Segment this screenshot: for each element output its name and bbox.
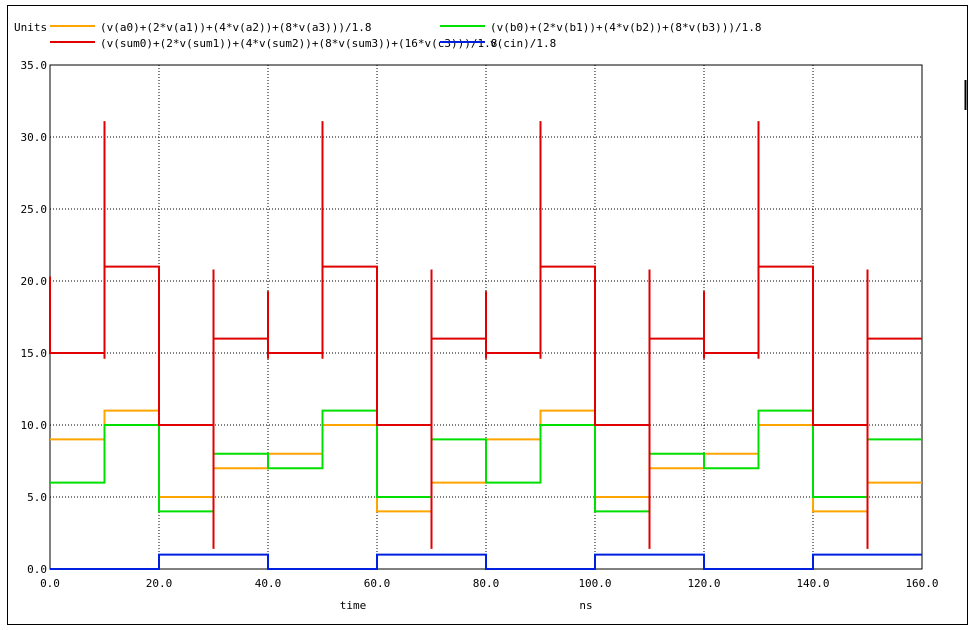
legend: Units (v(a0)+(2*v(a1))+(4*v(a2))+(8*v(a3… <box>14 21 762 50</box>
series-lines <box>49 121 922 570</box>
y-tick-label: 5.0 <box>27 491 47 504</box>
outer-frame <box>7 5 968 625</box>
legend-label-a: (v(a0)+(2*v(a1))+(4*v(a2))+(8*v(a3)))/1.… <box>100 21 372 34</box>
x-tick-label: 120.0 <box>687 577 720 590</box>
series-line-cin <box>50 553 922 570</box>
legend-label-cin: v(cin)/1.8 <box>490 37 556 50</box>
x-tick-label: 140.0 <box>796 577 829 590</box>
x-tick-label: 60.0 <box>364 577 391 590</box>
x-unit-label: ns <box>579 599 592 612</box>
legend-label-b: (v(b0)+(2*v(b1))+(4*v(b2))+(8*v(b3)))/1.… <box>490 21 762 34</box>
y-tick-label: 0.0 <box>27 563 47 576</box>
x-axis-label: time <box>340 599 367 612</box>
x-axis: 0.0 20.0 40.0 60.0 80.0 100.0 120.0 140.0 160.0 <box>40 577 939 590</box>
x-tick-label: 20.0 <box>146 577 173 590</box>
x-tick-label: 160.0 <box>905 577 938 590</box>
y-tick-label: 35.0 <box>21 59 48 72</box>
y-tick-label: 25.0 <box>21 203 48 216</box>
series-line-sum <box>49 121 922 549</box>
x-tick-label: 40.0 <box>255 577 282 590</box>
y-tick-label: 20.0 <box>21 275 48 288</box>
y-tick-label: 15.0 <box>21 347 48 360</box>
y-tick-label: 10.0 <box>21 419 48 432</box>
x-tick-label: 80.0 <box>473 577 500 590</box>
y-tick-label: 30.0 <box>21 131 48 144</box>
y-axis: 0.0 5.0 10.0 15.0 20.0 25.0 30.0 35.0 <box>21 59 48 576</box>
x-tick-label: 0.0 <box>40 577 60 590</box>
x-tick-label: 100.0 <box>578 577 611 590</box>
y-unit-label: Units <box>14 21 47 34</box>
legend-label-sum: (v(sum0)+(2*v(sum1))+(4*v(sum2))+(8*v(su… <box>100 37 497 50</box>
